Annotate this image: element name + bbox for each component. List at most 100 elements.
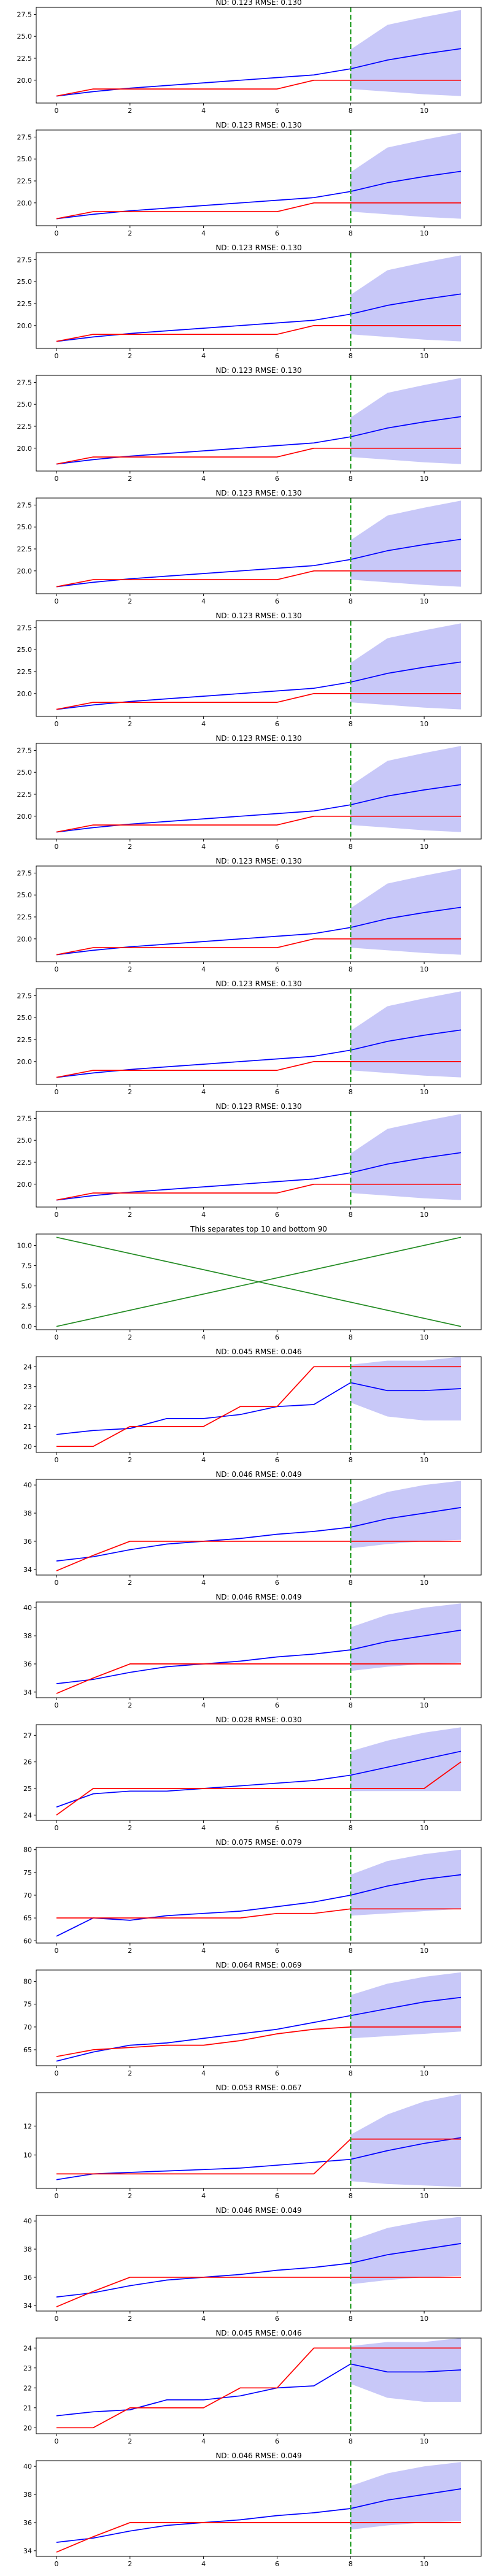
chart-panel: ND: 0.046 RMSE: 0.049 0 2 4 6 8 10 34 36 38 40 [23, 1470, 482, 1587]
x-tick-label: 0 [54, 2069, 58, 2077]
x-tick-label: 10 [420, 2315, 428, 2323]
x-tick-label: 8 [349, 229, 353, 237]
y-tick-label: 80 [23, 1846, 32, 1854]
axes-frame [36, 1111, 482, 1208]
y-tick-label: 27.5 [17, 1114, 33, 1122]
chart-title: ND: 0.045 RMSE: 0.046 [215, 1347, 301, 1356]
chart-title: ND: 0.075 RMSE: 0.079 [215, 1838, 301, 1847]
y-tick-label: 0.0 [21, 1323, 33, 1331]
confidence-band [350, 2462, 461, 2530]
y-tick-label: 27.5 [17, 501, 33, 509]
axes-frame [36, 7, 482, 104]
x-tick-label: 4 [201, 1579, 206, 1587]
x-tick-label: 4 [201, 1333, 206, 1341]
y-tick-label: 22.5 [17, 1036, 33, 1044]
actual-line [56, 692, 461, 710]
x-tick-label: 10 [420, 1333, 428, 1341]
x-tick-label: 6 [275, 352, 279, 360]
actual-line [56, 815, 461, 833]
chart-title: ND: 0.053 RMSE: 0.067 [215, 2083, 301, 2092]
y-tick-label: 21 [23, 1423, 32, 1431]
x-tick-label: 0 [54, 1947, 58, 1955]
x-tick-label: 4 [201, 1701, 206, 1709]
x-tick-label: 8 [349, 1947, 353, 1955]
confidence-band [350, 2094, 461, 2187]
y-tick-label: 27.5 [17, 992, 33, 1000]
confidence-band [350, 500, 461, 587]
y-tick-label: 25.0 [17, 155, 33, 163]
x-tick-label: 0 [54, 843, 58, 851]
y-tick-label: 20.0 [17, 567, 33, 575]
y-tick-label: 75 [23, 2001, 32, 2009]
axes-frame [36, 1724, 482, 1821]
x-tick-label: 6 [275, 2437, 279, 2445]
x-tick-label: 4 [201, 1947, 206, 1955]
confidence-band [350, 991, 461, 1078]
x-tick-label: 6 [275, 2560, 279, 2568]
y-tick-label: 20.0 [17, 445, 33, 453]
x-tick-label: 4 [201, 720, 206, 728]
x-tick-label: 2 [128, 2437, 132, 2445]
actual-line [56, 1366, 461, 1447]
y-tick-label: 22.5 [17, 913, 33, 921]
x-tick-label: 8 [349, 475, 353, 483]
x-tick-label: 10 [420, 475, 428, 483]
x-tick-label: 6 [275, 107, 279, 115]
y-tick-label: 22.5 [17, 177, 33, 185]
x-tick-label: 8 [349, 2560, 353, 2568]
y-tick-label: 20.0 [17, 1181, 33, 1189]
x-tick-label: 0 [54, 107, 58, 115]
x-tick-label: 8 [349, 1088, 353, 1096]
prediction-line [56, 2488, 462, 2543]
actual-line [56, 1761, 462, 1815]
chart-panel: ND: 0.046 RMSE: 0.049 0 2 4 6 8 10 34 36 38 40 [23, 2451, 482, 2568]
x-tick-label: 10 [420, 1947, 428, 1955]
x-tick-label: 2 [128, 843, 132, 851]
y-tick-label: 34 [23, 1689, 32, 1696]
y-tick-label: 25.0 [17, 646, 33, 654]
y-tick-label: 34 [23, 2547, 32, 2555]
chart-title: ND: 0.123 RMSE: 0.130 [215, 366, 301, 375]
y-tick-label: 2.5 [21, 1303, 33, 1311]
x-tick-label: 10 [420, 597, 428, 605]
x-tick-label: 0 [54, 2315, 58, 2323]
axes-frame [36, 988, 482, 1085]
y-tick-label: 80 [23, 1978, 32, 1986]
x-tick-label: 10 [420, 1211, 428, 1219]
actual-line [56, 2026, 461, 2057]
x-tick-label: 0 [54, 2192, 58, 2200]
y-tick-label: 22.5 [17, 545, 33, 553]
x-tick-label: 2 [128, 1456, 132, 1464]
actual-line [56, 2277, 461, 2307]
confidence-band [350, 1481, 461, 1549]
x-tick-label: 10 [420, 2560, 428, 2568]
y-tick-label: 20.0 [17, 813, 33, 821]
x-tick-label: 2 [128, 1211, 132, 1219]
x-tick-label: 6 [275, 1824, 279, 1832]
x-tick-label: 6 [275, 229, 279, 237]
y-tick-label: 36 [23, 1660, 32, 1668]
x-tick-label: 0 [54, 475, 58, 483]
confidence-band [350, 10, 461, 96]
x-tick-label: 4 [201, 475, 206, 483]
y-tick-label: 22 [23, 2384, 32, 2392]
x-tick-label: 2 [128, 1824, 132, 1832]
confidence-band [350, 378, 461, 464]
y-tick-label: 25.0 [17, 1137, 33, 1144]
x-tick-label: 8 [349, 2069, 353, 2077]
chart-panel: ND: 0.123 RMSE: 0.130 0 2 4 6 8 10 20.0 22.5 25.0… [17, 734, 482, 851]
x-tick-label: 0 [54, 1211, 58, 1219]
x-tick-label: 0 [54, 352, 58, 360]
axes-frame [36, 2337, 482, 2434]
y-tick-label: 24 [23, 1363, 32, 1371]
y-tick-label: 25.0 [17, 891, 33, 899]
x-tick-label: 8 [349, 1211, 353, 1219]
x-tick-label: 10 [420, 1701, 428, 1709]
x-tick-label: 4 [201, 1456, 206, 1464]
x-tick-label: 0 [54, 1333, 58, 1341]
x-tick-label: 8 [349, 1579, 353, 1587]
chart-panel: ND: 0.053 RMSE: 0.067 0 2 4 6 8 10 10 12 [23, 2083, 482, 2200]
x-tick-label: 2 [128, 1579, 132, 1587]
x-tick-label: 8 [349, 107, 353, 115]
confidence-band [350, 1357, 461, 1420]
